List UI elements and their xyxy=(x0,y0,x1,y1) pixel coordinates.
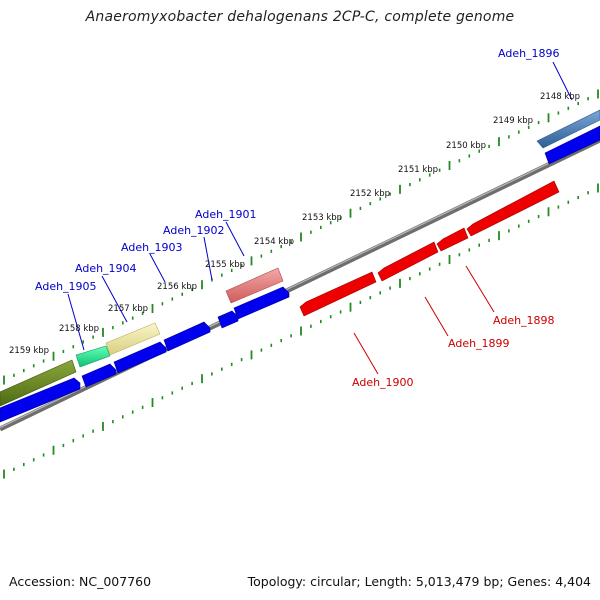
kbp-label: 2156 kbp xyxy=(157,282,197,292)
gene-label-Adeh_1904[interactable]: Adeh_1904 xyxy=(75,262,137,275)
kbp-label: 2158 kbp xyxy=(59,324,99,334)
leader-Adeh_1903 xyxy=(149,253,166,283)
accession-text: Accession: NC_007760 xyxy=(9,574,152,589)
kbp-label: 2151 kbp xyxy=(398,165,438,175)
kbp-label: 2150 kbp xyxy=(446,141,486,151)
forward-cds-track xyxy=(0,125,600,423)
kbp-label: 2157 kbp xyxy=(108,304,148,314)
olive-feature[interactable] xyxy=(0,359,77,407)
leader-Adeh_1904 xyxy=(101,275,128,323)
gene-label-Adeh_1901[interactable]: Adeh_1901 xyxy=(195,208,257,221)
forward-cds[interactable] xyxy=(0,377,81,423)
leader-Adeh_1902 xyxy=(203,236,213,281)
gene-Adeh_1901-feature[interactable] xyxy=(225,267,284,304)
gene-Adeh_1896-feature[interactable] xyxy=(536,109,600,149)
forward-cds[interactable] xyxy=(233,286,290,320)
label-leaders xyxy=(67,61,573,375)
leader-Adeh_1899 xyxy=(424,296,449,337)
genome-summary-text: Topology: circular; Length: 5,013,479 bp… xyxy=(247,574,591,589)
gene-label-Adeh_1903[interactable]: Adeh_1903 xyxy=(121,241,183,254)
leader-Adeh_1898 xyxy=(465,265,495,313)
leader-Adeh_1900 xyxy=(353,332,379,375)
reverse-cds[interactable] xyxy=(466,180,560,237)
forward-cds[interactable] xyxy=(113,341,167,374)
gene-label-Adeh_1905[interactable]: Adeh_1905 xyxy=(35,280,97,293)
gene-label-Adeh_1896[interactable]: Adeh_1896 xyxy=(498,47,560,60)
gene-Adeh_1900-cds[interactable] xyxy=(299,271,377,317)
kbp-label: 2154 kbp xyxy=(254,237,294,247)
gene-Adeh_1904-feature[interactable] xyxy=(105,322,161,356)
reverse-cds-track xyxy=(299,180,560,317)
forward-cds[interactable] xyxy=(544,125,600,165)
kbp-label: 2159 kbp xyxy=(9,346,49,356)
gene-Adeh_1905-feature[interactable] xyxy=(75,345,111,368)
forward-cds[interactable] xyxy=(81,363,117,388)
gene-label-Adeh_1900[interactable]: Adeh_1900 xyxy=(352,376,414,389)
forward-cds[interactable] xyxy=(163,321,211,352)
leader-Adeh_1896 xyxy=(552,61,573,101)
kbp-label: 2152 kbp xyxy=(350,189,390,199)
feature-track xyxy=(0,109,600,407)
outer-tick-track xyxy=(3,89,599,385)
map-title: Anaeromyxobacter dehalogenans 2CP-C, com… xyxy=(85,9,515,25)
kbp-label: 2149 kbp xyxy=(493,116,533,126)
inner-tick-track xyxy=(3,183,599,479)
gene-Adeh_1898-cds[interactable] xyxy=(436,227,469,252)
leader-Adeh_1905 xyxy=(67,293,85,351)
gene-labels: Adeh_1896 Adeh_1898 Adeh_1899 Adeh_1900 … xyxy=(35,47,560,389)
gene-label-Adeh_1898[interactable]: Adeh_1898 xyxy=(493,314,555,327)
kbp-label: 2148 kbp xyxy=(540,92,580,102)
kbp-label: 2153 kbp xyxy=(302,213,342,223)
gene-Adeh_1899-cds[interactable] xyxy=(377,241,439,282)
kbp-label: 2155 kbp xyxy=(205,260,245,270)
gene-label-Adeh_1902[interactable]: Adeh_1902 xyxy=(163,224,225,237)
leader-Adeh_1901 xyxy=(225,221,245,257)
kbp-labels: 2148 kbp 2149 kbp 2150 kbp 2151 kbp 2152… xyxy=(9,92,580,356)
gene-label-Adeh_1899[interactable]: Adeh_1899 xyxy=(448,337,510,350)
